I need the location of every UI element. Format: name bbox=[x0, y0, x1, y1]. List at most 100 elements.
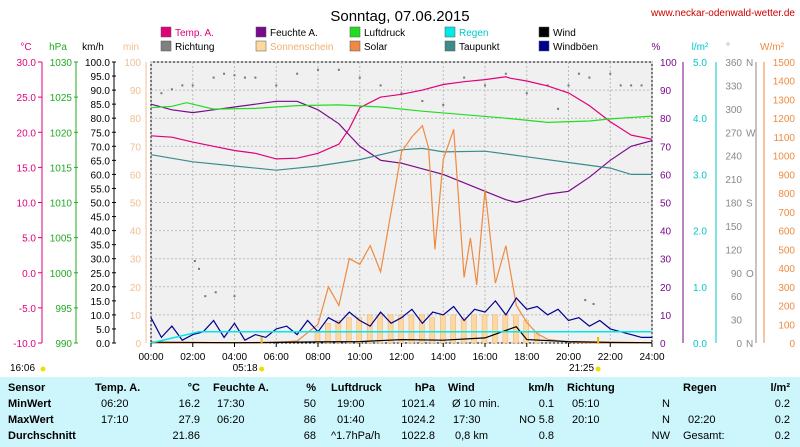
wind-line bbox=[150, 325, 653, 344]
press-tick-label: 1000 bbox=[50, 269, 73, 280]
legend-swatch bbox=[349, 26, 361, 38]
sunshine-bar bbox=[325, 323, 331, 344]
legend-swatch bbox=[349, 40, 361, 52]
stats-min-hum-time: 17:30 bbox=[217, 398, 245, 410]
hum-tick-label: 40 bbox=[660, 227, 672, 238]
x-tick-label: 16:00 bbox=[472, 352, 497, 363]
legend-label: Sonnenschein bbox=[270, 42, 333, 53]
direction-point bbox=[254, 76, 257, 79]
direction-point bbox=[214, 291, 217, 294]
temp-tick-label: 20.0 bbox=[17, 128, 37, 139]
humidity-line bbox=[150, 100, 653, 204]
sunset-dot bbox=[595, 366, 601, 372]
sun-tick-label: 0 bbox=[135, 339, 141, 350]
direction-point bbox=[170, 88, 173, 91]
press-tick-label: 995 bbox=[55, 304, 72, 315]
stats-header-temp-unit: °C bbox=[187, 382, 200, 394]
press-tick-label: 1005 bbox=[50, 234, 73, 245]
hum-tick-label: 30 bbox=[660, 255, 672, 266]
stats-max-dir-time: 20:10 bbox=[572, 414, 600, 426]
x-tick-label: 04:00 bbox=[222, 352, 247, 363]
sun-tick-label: 80 bbox=[130, 114, 142, 125]
solar-tick-label: 600 bbox=[778, 227, 795, 238]
sun-tick-label: 100 bbox=[124, 58, 141, 69]
axis-unit: W/m² bbox=[760, 42, 785, 53]
solar-tick-label: 400 bbox=[778, 264, 795, 275]
stats-max-hum-time: 06:20 bbox=[217, 414, 245, 426]
wind-tick-label: 30.0 bbox=[91, 255, 111, 266]
temp-tick-label: 0.0 bbox=[22, 269, 36, 280]
axis-unit: % bbox=[652, 42, 661, 53]
direction-point bbox=[640, 84, 643, 87]
direction-point bbox=[421, 100, 424, 103]
stats-avg-rain-value: 0.2 bbox=[774, 430, 790, 442]
legend-swatch bbox=[160, 26, 172, 38]
press-tick-label: 990 bbox=[55, 339, 72, 350]
temp-tick-label: 10.0 bbox=[17, 199, 37, 210]
pressure-line bbox=[150, 102, 653, 124]
rain-tick-label: 5.0 bbox=[693, 58, 707, 69]
direction-point bbox=[296, 72, 299, 75]
rain-line bbox=[150, 331, 652, 344]
direction-point bbox=[557, 107, 560, 110]
direction-point bbox=[193, 260, 196, 263]
direction-point bbox=[609, 72, 612, 75]
legend-label: Richtung bbox=[175, 42, 214, 53]
wind-tick-label: 80.0 bbox=[91, 114, 111, 125]
sun-tick-label: 10 bbox=[130, 311, 142, 322]
stats-max-press-time: 01:40 bbox=[337, 414, 365, 426]
website-url: www.neckar-odenwald-wetter.de bbox=[650, 8, 795, 19]
sunshine-bar bbox=[346, 317, 352, 344]
sun-tick-label: 70 bbox=[130, 142, 142, 153]
statistics-table: Sensor Temp. A. °C Feuchte A. % Luftdruc… bbox=[0, 377, 800, 447]
dir-compass-label: W bbox=[746, 128, 756, 139]
stats-avg-rain-label: Gesamt: bbox=[683, 430, 725, 442]
stats-header-humidity-unit: % bbox=[306, 382, 316, 394]
wind-tick-label: 60.0 bbox=[91, 170, 111, 181]
solar-tick-label: 500 bbox=[778, 245, 795, 256]
wind-tick-label: 45.0 bbox=[91, 213, 111, 224]
solar-tick-label: 300 bbox=[778, 283, 795, 294]
x-tick-label: 20:00 bbox=[556, 352, 581, 363]
dir-tick-label: 270 bbox=[725, 128, 742, 139]
sunshine-bar bbox=[377, 314, 383, 344]
solar-tick-label: 1300 bbox=[773, 95, 796, 106]
stats-max-rain-time: 02:20 bbox=[688, 414, 716, 426]
sunset-label: 21:25 bbox=[569, 363, 594, 374]
solar-tick-label: 1200 bbox=[773, 114, 796, 125]
direction-point bbox=[198, 267, 201, 270]
x-tick-label: 18:00 bbox=[514, 352, 539, 363]
press-tick-label: 1010 bbox=[50, 199, 73, 210]
dir-compass-label: N bbox=[746, 58, 753, 69]
sunshine-bar bbox=[387, 314, 394, 344]
stats-avg-dir-value: NW bbox=[651, 430, 670, 442]
sun-tick-label: 60 bbox=[130, 170, 142, 181]
stats-max-temp-value: 27.9 bbox=[178, 414, 200, 426]
dir-tick-label: 30 bbox=[731, 316, 743, 327]
sun-tick-label: 30 bbox=[130, 255, 142, 266]
stats-avg-press-value: 1022.8 bbox=[401, 430, 435, 442]
stats-min-temp-value: 16.2 bbox=[178, 398, 200, 410]
stats-avg-wind-distance: 0,8 km bbox=[455, 430, 489, 442]
stats-min-wind-value: 0.1 bbox=[538, 398, 554, 410]
stats-header-wind: Wind bbox=[448, 382, 475, 394]
chart-marks bbox=[150, 68, 653, 344]
sunshine-bar bbox=[481, 314, 488, 344]
x-tick-label: 08:00 bbox=[305, 352, 330, 363]
x-tick-label: 14:00 bbox=[431, 352, 456, 363]
x-axis: 00:00 02:00 04:00 06:00 08:00 10:00 12:00 14:00… bbox=[10, 337, 665, 374]
temp-tick-label: -10.0 bbox=[13, 339, 36, 350]
direction-point bbox=[400, 92, 403, 95]
chart-legend: Temp. A. Feuchte A. Luftdruck Regen Wind Rich… bbox=[160, 26, 598, 53]
press-tick-label: 1015 bbox=[50, 163, 73, 174]
solar-line bbox=[151, 124, 652, 344]
solar-tick-label: 0 bbox=[789, 339, 795, 350]
stats-header-humidity: Feuchte A. bbox=[213, 382, 269, 394]
dir-tick-label: 240 bbox=[725, 152, 742, 163]
solar-tick-label: 900 bbox=[778, 170, 795, 181]
stats-min-press-value: 1021.4 bbox=[401, 398, 435, 410]
stats-min-label: MinWert bbox=[8, 398, 52, 410]
direction-point bbox=[358, 76, 361, 79]
legend-label: Regen bbox=[459, 28, 488, 39]
legend-label: Windböen bbox=[553, 42, 598, 53]
